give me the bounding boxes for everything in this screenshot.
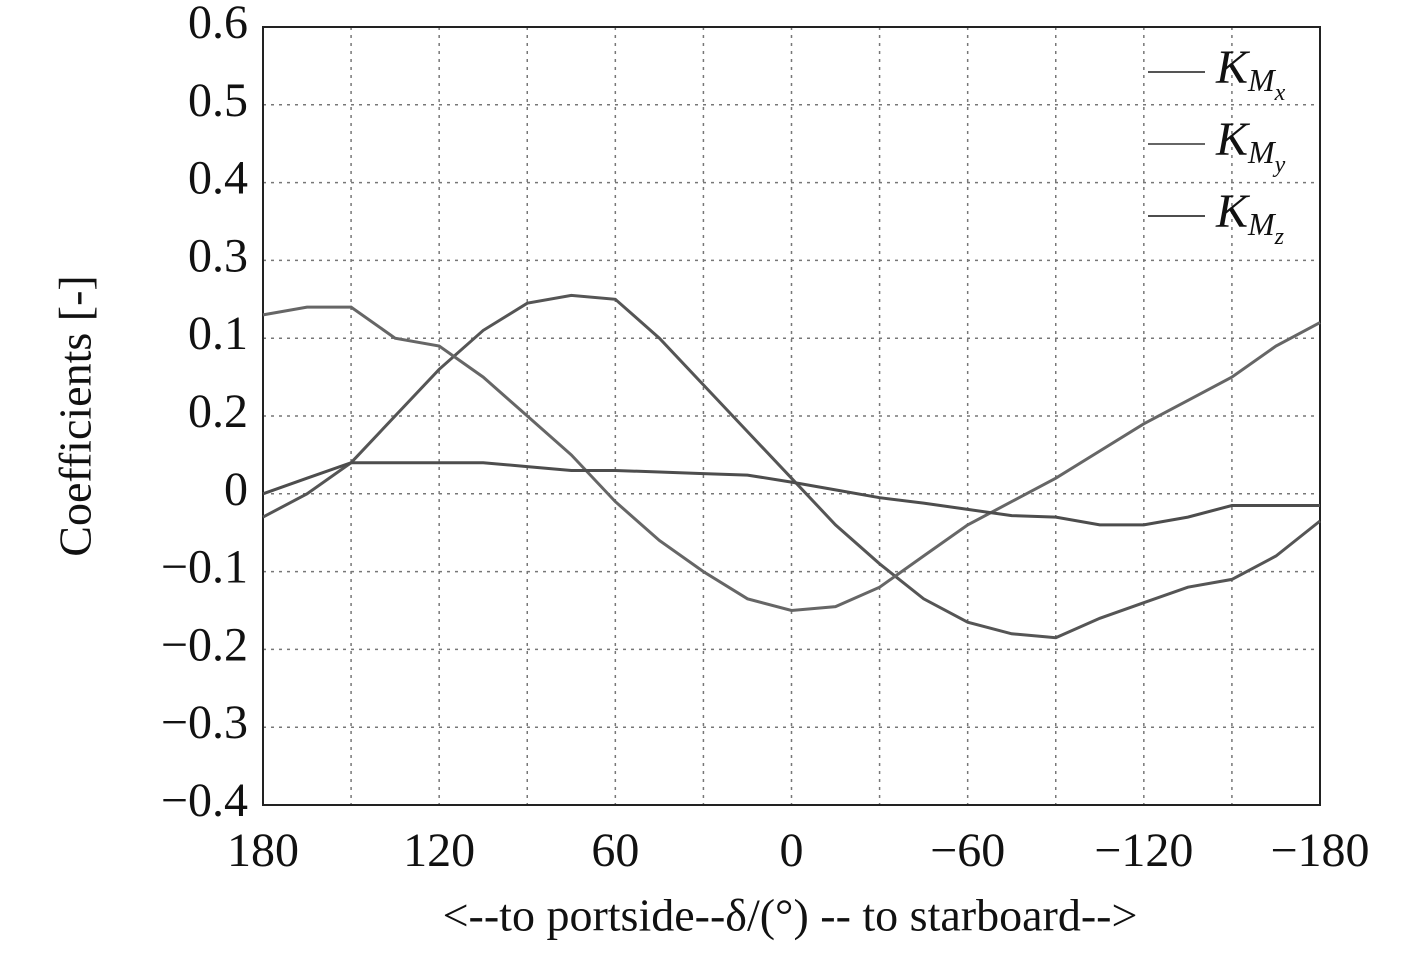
series-line bbox=[262, 461, 1320, 527]
y-tick-label: 0.6 bbox=[188, 0, 248, 49]
y-tick-label: 0 bbox=[224, 463, 248, 516]
x-tick-label: 180 bbox=[227, 824, 299, 877]
x-axis-label: <--to portside--δ/(°) -- to starboard--> bbox=[443, 890, 1138, 941]
y-tick-label: −0.1 bbox=[161, 541, 248, 594]
y-tick-label: −0.2 bbox=[161, 618, 248, 671]
y-tick-label: 0.5 bbox=[188, 74, 248, 127]
y-tick-label: 0.1 bbox=[188, 307, 248, 360]
legend-label: KMz bbox=[1215, 185, 1285, 250]
y-tick-label: 0.3 bbox=[188, 229, 248, 282]
y-tick-label: 0.4 bbox=[188, 152, 248, 205]
x-tick-label: 0 bbox=[780, 824, 804, 877]
series-line bbox=[262, 293, 1321, 640]
x-tick-label: −60 bbox=[930, 824, 1005, 877]
y-axis-label: Coefficients [-] bbox=[50, 275, 101, 556]
x-tick-label: −180 bbox=[1270, 824, 1369, 877]
y-tick-label: 0.2 bbox=[188, 385, 248, 438]
x-tick-label: 60 bbox=[591, 824, 639, 877]
plot-frame bbox=[262, 26, 1321, 806]
legend-label: KMy bbox=[1215, 113, 1286, 178]
y-tick-label: −0.4 bbox=[161, 774, 248, 827]
y-tick-label: −0.3 bbox=[161, 696, 248, 749]
x-tick-label: 120 bbox=[403, 824, 475, 877]
x-tick-label: −120 bbox=[1094, 824, 1193, 877]
legend-label: KMx bbox=[1215, 41, 1286, 106]
series-line bbox=[262, 305, 1321, 613]
